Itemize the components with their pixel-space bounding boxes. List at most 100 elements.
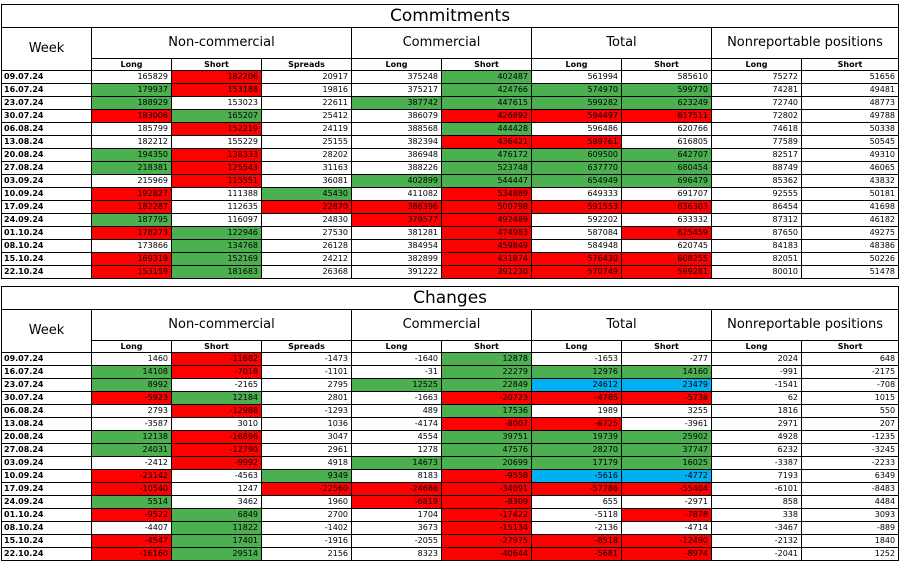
value-cell: 22279 xyxy=(441,365,532,379)
value-cell: -1640 xyxy=(351,352,442,366)
value-cell: 14673 xyxy=(351,456,442,470)
value-cell: 570749 xyxy=(531,265,622,279)
value-cell: 215969 xyxy=(91,174,172,188)
changes-subheader-5: Long xyxy=(531,340,622,353)
value-cell: 25155 xyxy=(261,135,352,149)
value-cell: 379577 xyxy=(351,213,442,227)
value-cell: 88749 xyxy=(711,161,802,175)
value-cell: 14160 xyxy=(621,365,712,379)
value-cell: 24212 xyxy=(261,252,352,266)
value-cell: 152169 xyxy=(171,252,262,266)
value-cell: -6725 xyxy=(531,417,622,431)
value-cell: 616805 xyxy=(621,135,712,149)
value-cell: 1278 xyxy=(351,443,442,457)
value-cell: 1704 xyxy=(351,508,442,522)
value-cell: 6349 xyxy=(800,469,900,483)
value-cell: 489 xyxy=(351,404,442,418)
value-cell: 153159 xyxy=(91,265,172,279)
value-cell: 3255 xyxy=(621,404,712,418)
value-cell: 207 xyxy=(800,417,900,431)
value-cell: 589761 xyxy=(531,135,622,149)
value-cell: 387742 xyxy=(351,96,442,110)
table-row: 06.08.24 185799 152219 24119 388568 444428 596… xyxy=(1,122,900,136)
value-cell: -5616 xyxy=(531,469,622,483)
week-cell: 20.08.24 xyxy=(1,148,92,162)
week-cell: 10.09.24 xyxy=(1,187,92,201)
week-cell: 08.10.24 xyxy=(1,239,92,253)
table-row: 23.07.24 188929 153023 22611 387742 447615 599… xyxy=(1,96,900,110)
value-cell: 642707 xyxy=(621,148,712,162)
value-cell: -3587 xyxy=(91,417,172,431)
week-cell: 10.09.24 xyxy=(1,469,92,483)
table-row: 09.07.24 1460 -11682 -1473 -1640 12878 -1653 -2… xyxy=(1,352,900,366)
value-cell: 36081 xyxy=(261,174,352,188)
value-cell: 173866 xyxy=(91,239,172,253)
value-cell: 50181 xyxy=(800,187,900,201)
value-cell: 2961 xyxy=(261,443,352,457)
value-cell: 6849 xyxy=(171,508,262,522)
value-cell: 8992 xyxy=(91,378,172,392)
week-cell: 03.09.24 xyxy=(1,174,92,188)
week-cell: 15.10.24 xyxy=(1,252,92,266)
value-cell: 375217 xyxy=(351,83,442,97)
value-cell: 1960 xyxy=(261,495,352,509)
value-cell: 7193 xyxy=(711,469,802,483)
value-cell: 617511 xyxy=(621,109,712,123)
value-cell: 500798 xyxy=(441,200,532,214)
value-cell: 2801 xyxy=(261,391,352,405)
value-cell: 181683 xyxy=(171,265,262,279)
changes-group-3: Nonreportable positions xyxy=(710,309,900,341)
value-cell: 50226 xyxy=(800,252,900,266)
value-cell: 431874 xyxy=(441,252,532,266)
value-cell: 138333 xyxy=(171,148,262,162)
value-cell: 82051 xyxy=(711,252,802,266)
value-cell: -4547 xyxy=(91,534,172,548)
value-cell: 48773 xyxy=(800,96,900,110)
value-cell: 534889 xyxy=(441,187,532,201)
value-cell: -889 xyxy=(800,521,900,535)
value-cell: -277 xyxy=(621,352,712,366)
value-cell: -9522 xyxy=(91,508,172,522)
value-cell: -1663 xyxy=(351,391,442,405)
value-cell: 11822 xyxy=(171,521,262,535)
value-cell: 6232 xyxy=(711,443,802,457)
value-cell: 599282 xyxy=(531,96,622,110)
value-cell: 382899 xyxy=(351,252,442,266)
value-cell: 2700 xyxy=(261,508,352,522)
value-cell: -4714 xyxy=(621,521,712,535)
value-cell: 338 xyxy=(711,508,802,522)
value-cell: 182287 xyxy=(91,200,172,214)
week-cell: 23.07.24 xyxy=(1,378,92,392)
value-cell: -4772 xyxy=(621,469,712,483)
value-cell: 637770 xyxy=(531,161,622,175)
week-cell: 27.08.24 xyxy=(1,443,92,457)
table-row: 24.09.24 5514 3462 1960 -6819 -8309 655 -2971 85… xyxy=(1,495,900,509)
value-cell: 384954 xyxy=(351,239,442,253)
value-cell: 386396 xyxy=(351,200,442,214)
changes-week-header: Week xyxy=(1,309,92,353)
commitments-subheader-1: Short xyxy=(171,58,262,71)
value-cell: -8974 xyxy=(621,547,712,561)
week-cell: 09.07.24 xyxy=(1,70,92,84)
value-cell: 49788 xyxy=(800,109,900,123)
value-cell: -8483 xyxy=(800,482,900,496)
value-cell: -3467 xyxy=(711,521,802,535)
value-cell: 1840 xyxy=(800,534,900,548)
commitments-subheader-0: Long xyxy=(91,58,172,71)
value-cell: 188929 xyxy=(91,96,172,110)
value-cell: 152219 xyxy=(171,122,262,136)
value-cell: 28202 xyxy=(261,148,352,162)
week-cell: 17.09.24 xyxy=(1,200,92,214)
value-cell: 50338 xyxy=(800,122,900,136)
value-cell: 492489 xyxy=(441,213,532,227)
value-cell: 426892 xyxy=(441,109,532,123)
week-cell: 24.09.24 xyxy=(1,495,92,509)
value-cell: 47576 xyxy=(441,443,532,457)
table-row: 27.08.24 218381 125543 31163 388226 523748 637… xyxy=(1,161,900,175)
value-cell: 86454 xyxy=(711,200,802,214)
value-cell: 192827 xyxy=(91,187,172,201)
value-cell: 608255 xyxy=(621,252,712,266)
value-cell: 2024 xyxy=(711,352,802,366)
value-cell: -9992 xyxy=(171,456,262,470)
